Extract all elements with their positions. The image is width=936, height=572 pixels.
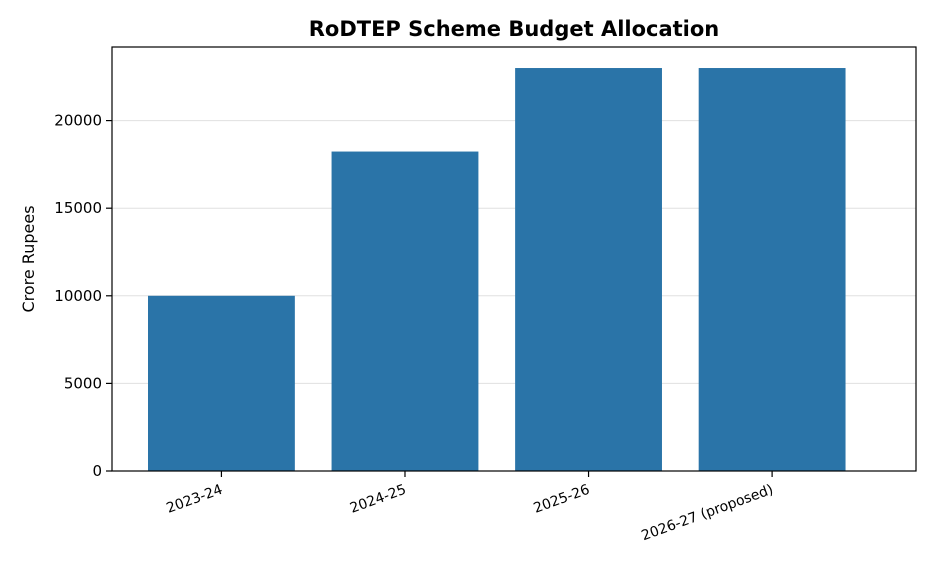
x-tick-label: 2024-25 <box>348 482 408 517</box>
y-tick-label: 5000 <box>64 374 102 392</box>
bar-2023-24 <box>148 295 295 471</box>
plot-frame <box>111 46 917 472</box>
y-axis-ticks: 0 5000 10000 15000 20000 <box>54 112 112 480</box>
y-tick-label: 20000 <box>54 112 102 130</box>
y-tick-label: 10000 <box>54 287 102 305</box>
y-tick-label: 15000 <box>54 199 102 217</box>
bar-2026-27-proposed- <box>698 68 846 472</box>
x-axis-ticks: 2023-24 2024-25 2025-26 2026-27 (proposed) <box>164 471 775 544</box>
x-tick-label: 2023-24 <box>164 482 225 517</box>
chart-title: RoDTEP Scheme Budget Allocation <box>309 17 720 41</box>
y-axis-label: Crore Rupees <box>19 205 38 312</box>
x-tick-label: 2026-27 (proposed) <box>639 482 775 545</box>
bar-2024-25 <box>331 151 479 472</box>
x-tick-label: 2025-26 <box>531 482 592 517</box>
bars <box>148 68 846 472</box>
y-tick-label: 0 <box>92 462 102 480</box>
bar-2025-26 <box>515 68 662 472</box>
